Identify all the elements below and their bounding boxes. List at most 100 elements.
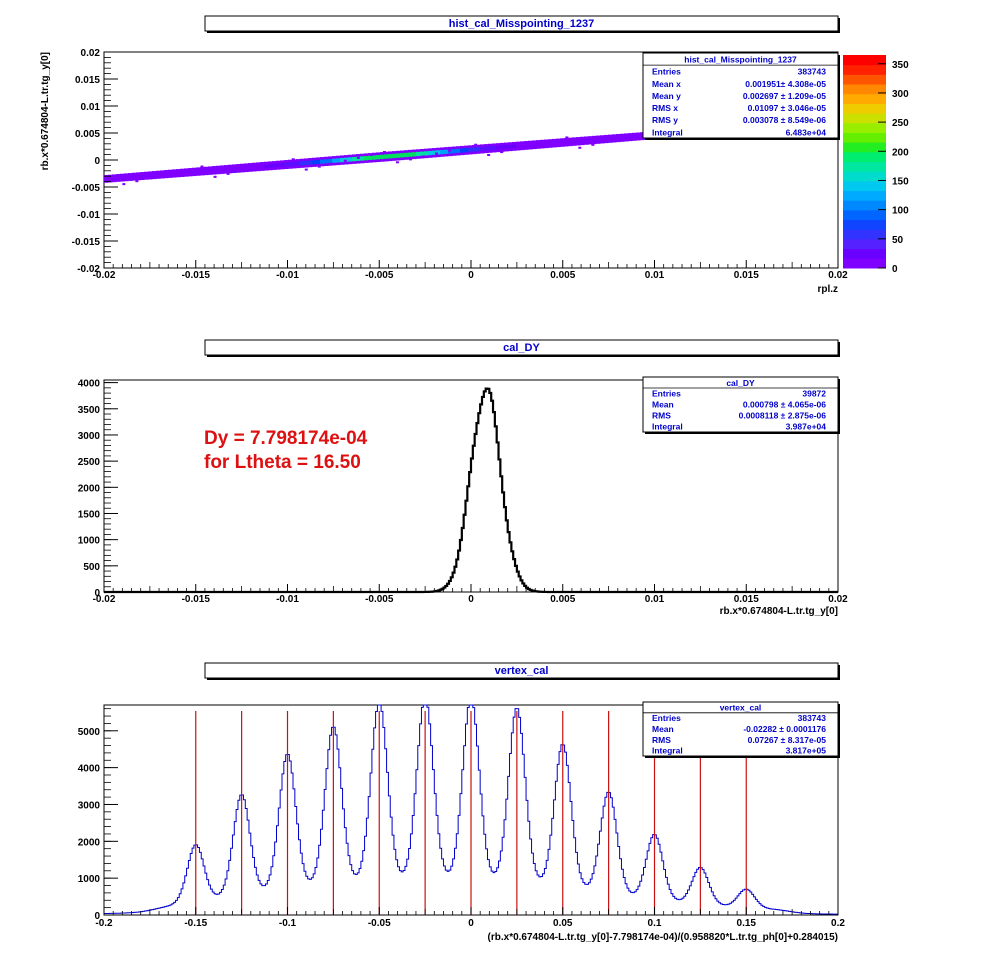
heatmap-outlier <box>435 152 439 155</box>
heatmap-cell <box>600 135 605 144</box>
x-tick-label-0-3: -0.005 <box>365 270 394 281</box>
heatmap-cell <box>144 171 149 180</box>
chart-title-0: hist_cal_Misspointing_1237 <box>449 18 595 30</box>
heatmap-cell-core <box>292 161 297 166</box>
heatmap-cell <box>256 162 261 172</box>
heatmap-cell-core <box>264 164 269 169</box>
stats-title-0: hist_cal_Misspointing_1237 <box>684 55 797 65</box>
heatmap-band <box>104 131 657 186</box>
heatmap-cell <box>628 133 633 142</box>
heatmap-cell <box>204 166 209 176</box>
heatmap-cell-core <box>340 157 345 163</box>
stats-value-2-3: 3.817e+05 <box>786 746 827 756</box>
heatmap-cell <box>516 141 521 151</box>
heatmap-cell <box>128 173 133 181</box>
title-box-0 <box>204 15 839 32</box>
heatmap-cell <box>584 136 589 145</box>
x-tick-label-0-0: -0.02 <box>93 270 116 281</box>
stats-label-0-1: Mean x <box>652 79 681 89</box>
y-tick-label-1-5: 1500 <box>78 509 101 520</box>
heatmap-outlier <box>356 156 360 159</box>
heatmap-cell-core <box>360 156 365 161</box>
heatmap-cell-core <box>436 150 441 155</box>
color-bar-band <box>843 151 886 162</box>
heatmap-cell <box>612 134 617 143</box>
y-tick-label-1-0: 4000 <box>78 379 101 390</box>
heatmap-cell-core <box>296 161 301 166</box>
heatmap-outlier <box>552 139 556 142</box>
heatmap-cell <box>532 140 537 150</box>
y-axis-label-0: rb.x*0.674804-L.tr.tg_y[0] <box>40 52 51 170</box>
heatmap-cell-core <box>364 156 369 161</box>
heatmap-cell <box>248 163 253 172</box>
x-tick-label-0-8: 0.02 <box>828 270 848 281</box>
heatmap-cell-core <box>420 151 425 156</box>
heatmap-outlier <box>461 146 465 149</box>
heatmap-cell <box>244 163 249 173</box>
heatmap-cell <box>216 165 221 175</box>
heatmap-outlier <box>500 151 504 154</box>
stats-box-2 <box>642 701 839 757</box>
color-bar-label-0: 350 <box>892 60 909 71</box>
heatmap-cell-core <box>468 147 473 152</box>
y-tick-label-2-0: 5000 <box>78 727 101 738</box>
annotation-dy: Dy = 7.798174e-04 <box>204 428 368 449</box>
color-bar-label-2: 250 <box>892 118 909 129</box>
heatmap-cell-core <box>456 148 461 153</box>
color-bar-band <box>843 180 886 192</box>
heatmap-cell-core <box>352 157 357 162</box>
heatmap-cell <box>556 138 561 148</box>
stats-label-0-4: RMS y <box>652 115 678 125</box>
heatmap-cell <box>188 168 193 177</box>
heatmap-cell-core <box>440 150 445 155</box>
heatmap-cell-core <box>500 145 505 150</box>
heatmap-cell <box>640 132 645 141</box>
x-axis-label-1: rb.x*0.674804-L.tr.tg_y[0] <box>720 606 838 617</box>
stats-value-0-2: 0.002697 ± 1.209e-05 <box>743 91 826 101</box>
color-bar-label-5: 100 <box>892 206 909 217</box>
x-tick-label-2-0: -0.2 <box>95 918 113 929</box>
color-bar: 350 300 250 200 150 100 50 0 <box>843 55 909 275</box>
vertex-histogram <box>104 704 838 915</box>
heatmap-cell-core <box>316 159 321 165</box>
heatmap-cell <box>544 139 549 149</box>
y-tick-label-0-2: 0.01 <box>81 102 101 113</box>
heatmap-cell <box>108 174 113 183</box>
heatmap-cell <box>152 171 157 180</box>
heatmap-outlier <box>213 175 217 178</box>
heatmap-outlier <box>395 161 399 164</box>
heatmap-outlier <box>187 168 191 171</box>
heatmap-cell-core <box>484 146 489 151</box>
color-bar-label-6: 50 <box>892 235 904 246</box>
annotation-ltheta: for Ltheta = 16.50 <box>204 452 361 473</box>
heatmap-cell <box>156 170 161 179</box>
y-tick-label-1-6: 1000 <box>78 536 101 547</box>
heatmap-cell-core <box>476 147 481 152</box>
heatmap-cell-core <box>388 154 393 159</box>
heatmap-cell-core <box>348 157 353 162</box>
color-bar-band <box>843 229 886 240</box>
color-bar-band <box>843 219 886 230</box>
color-bar-band <box>843 258 886 269</box>
stats-title-1: cal_DY <box>726 378 755 388</box>
heatmap-outlier <box>317 165 321 168</box>
y-tick-label-1-8: 0 <box>94 588 100 599</box>
color-bar-band <box>843 113 886 124</box>
heatmap-outlier <box>135 180 139 183</box>
color-bar-band <box>843 161 886 172</box>
heatmap-cell <box>576 137 581 146</box>
heatmap-cell <box>168 169 173 178</box>
color-bar-band <box>843 74 886 85</box>
heatmap-cell <box>208 166 213 175</box>
heatmap-outlier <box>617 137 621 140</box>
stats-value-2-2: 0.07267 ± 8.317e-05 <box>748 735 827 745</box>
y-tick-label-0-6: -0.01 <box>77 210 100 221</box>
color-bar-band <box>843 132 886 143</box>
y-tick-label-1-1: 3500 <box>78 405 101 416</box>
stats-label-0-0: Entries <box>652 67 681 77</box>
heatmap-cell <box>552 138 557 148</box>
heatmap-cell <box>236 164 241 173</box>
heatmap-outlier <box>578 146 582 149</box>
heatmap-cell-core <box>432 150 437 155</box>
